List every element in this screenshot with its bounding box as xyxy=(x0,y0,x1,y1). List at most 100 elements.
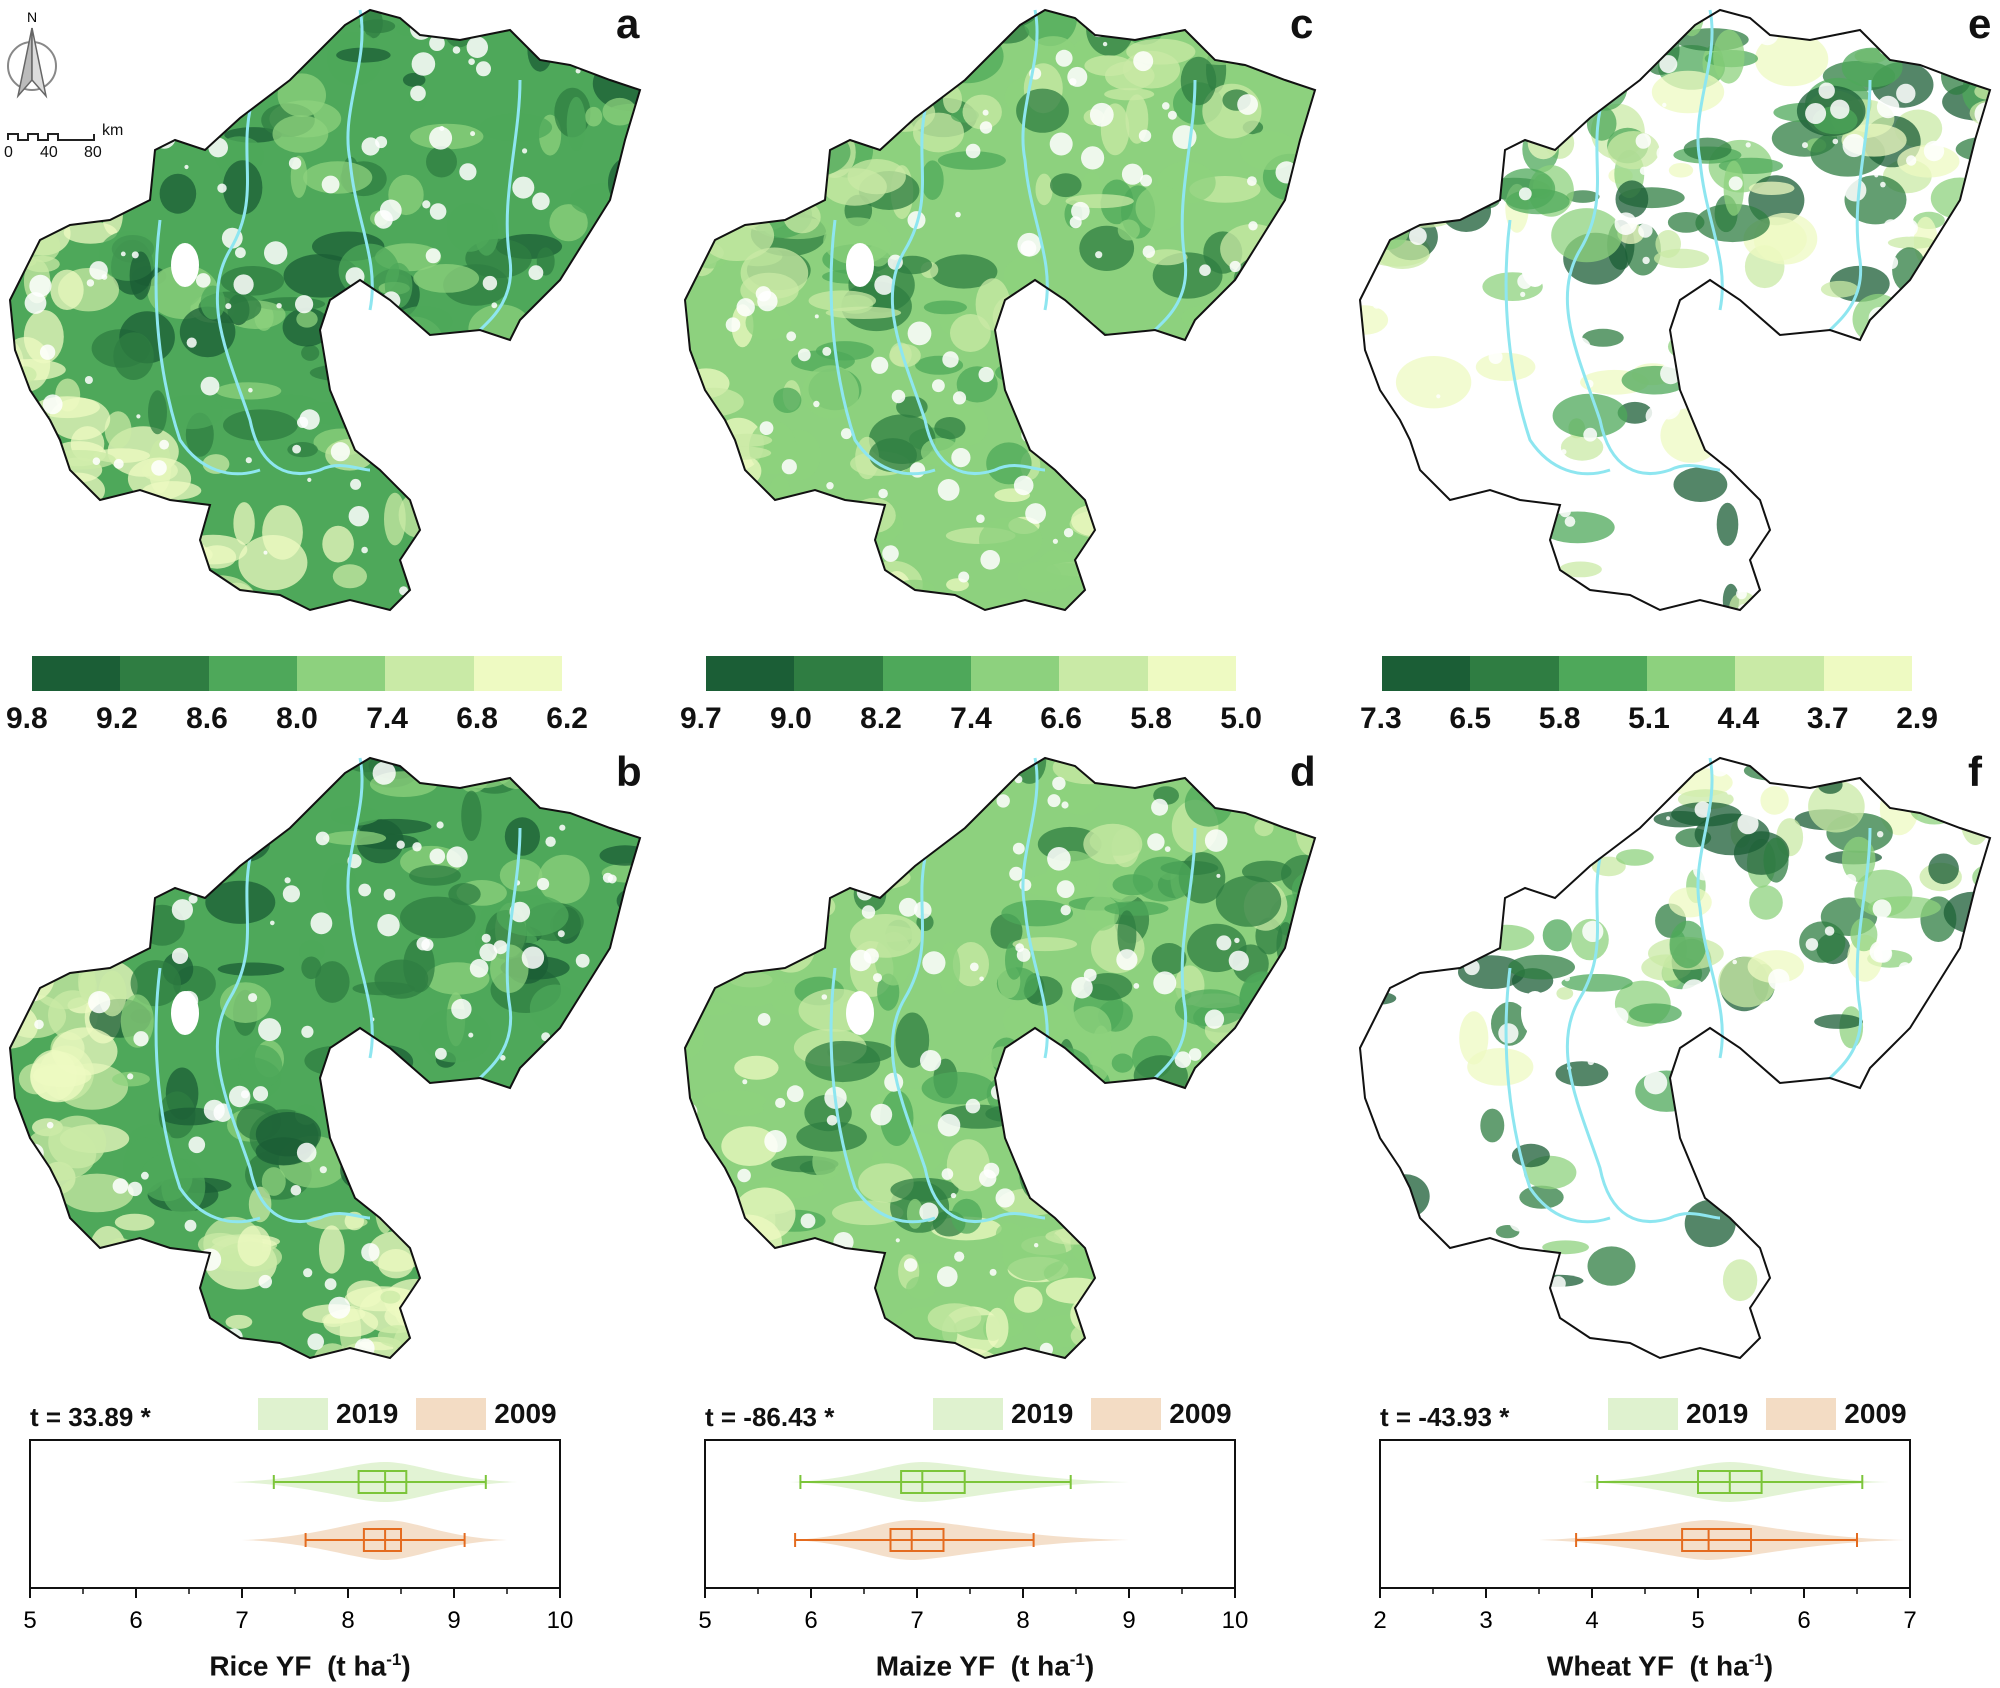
raster-patch xyxy=(585,511,609,552)
raster-patch xyxy=(1029,1058,1060,1098)
raster-gap xyxy=(1943,832,1951,840)
raster-gap xyxy=(1732,959,1737,965)
raster-patch xyxy=(1265,984,1315,1034)
raster-gap xyxy=(124,1273,135,1284)
raster-patch xyxy=(222,160,263,215)
raster-patch xyxy=(1360,1236,1404,1253)
raster-patch xyxy=(1407,881,1481,931)
raster-gap xyxy=(112,1178,129,1194)
raster-patch xyxy=(1295,493,1314,512)
map-rice-2009 xyxy=(8,756,642,1378)
raster-patch xyxy=(1195,607,1251,610)
raster-gap xyxy=(1360,44,1364,58)
raster-patch xyxy=(1780,494,1799,521)
raster-patch xyxy=(823,217,892,265)
raster-patch xyxy=(715,969,786,1007)
raster-gap xyxy=(813,400,820,408)
raster-patch xyxy=(378,1249,414,1279)
raster-gap xyxy=(955,211,961,218)
raster-gap xyxy=(764,584,776,596)
raster-patch xyxy=(64,145,114,175)
raster-gap xyxy=(1216,935,1232,951)
raster-gap xyxy=(833,516,844,527)
raster-gap xyxy=(1940,986,1954,1000)
raster-patch xyxy=(1932,762,1953,790)
raster-gap xyxy=(1477,987,1484,994)
raster-gap xyxy=(1459,457,1467,465)
raster-patch xyxy=(1927,10,1950,11)
raster-patch xyxy=(380,1290,401,1304)
raster-patch xyxy=(338,1358,411,1378)
colorbar-ticks-wheat: 7.3 6.5 5.8 5.1 4.4 3.7 2.9 xyxy=(1360,702,1938,736)
x-tick-label: 7 xyxy=(910,1607,923,1628)
river-line xyxy=(1153,827,1197,1080)
raster-patch xyxy=(610,347,630,371)
raster-gap xyxy=(1448,568,1459,579)
raster-gap xyxy=(179,625,183,629)
raster-patch xyxy=(1951,1020,1985,1061)
raster-patch xyxy=(706,1176,730,1193)
raster-patch xyxy=(604,517,640,537)
raster-patch xyxy=(10,1328,72,1356)
raster-patch xyxy=(1713,29,1745,84)
raster-gap xyxy=(1436,394,1441,399)
raster-gap xyxy=(1377,1211,1383,1217)
raster-patch xyxy=(407,361,435,408)
raster-patch xyxy=(46,81,66,138)
raster-gap xyxy=(1473,96,1481,104)
raster-patch xyxy=(426,146,457,178)
raster-gap xyxy=(560,0,573,10)
raster-gap xyxy=(1950,430,1959,439)
raster-gap xyxy=(942,351,959,368)
raster-gap xyxy=(766,205,775,214)
raster-gap xyxy=(695,159,713,177)
raster-patch xyxy=(685,48,754,78)
map-wheat-2009 xyxy=(1358,756,1992,1360)
raster-gap xyxy=(1508,1084,1522,1098)
raster-patch xyxy=(1360,175,1417,218)
raster-patch xyxy=(1282,1329,1315,1355)
raster-gap xyxy=(1509,1211,1529,1232)
raster-patch xyxy=(1399,863,1424,915)
raster-gap xyxy=(1033,302,1052,321)
raster-patch xyxy=(764,827,825,857)
raster-patch xyxy=(1085,1092,1105,1126)
raster-gap xyxy=(63,546,87,569)
raster-gap xyxy=(1147,833,1165,851)
raster-patch xyxy=(1208,758,1239,766)
raster-gap xyxy=(10,1284,14,1300)
raster-gap xyxy=(1923,140,1945,162)
raster-gap xyxy=(1137,1277,1143,1283)
raster-patch xyxy=(129,251,152,300)
raster-patch xyxy=(62,890,82,942)
scale-tick-0: 0 xyxy=(4,144,13,161)
raster-patch xyxy=(1208,758,1229,797)
raster-patch xyxy=(1852,758,1881,780)
legend-label-2009: 2009 xyxy=(494,1398,557,1429)
raster-gap xyxy=(786,1085,804,1103)
legend-swatch-2009 xyxy=(416,1398,487,1430)
raster-patch xyxy=(1903,1059,1966,1113)
raster-patch xyxy=(10,951,55,1002)
x-axis-label-maize: Maize YF (t ha-1) xyxy=(875,1650,1095,1682)
raster-gap xyxy=(1415,433,1433,450)
raster-gap xyxy=(479,943,498,962)
raster-gap xyxy=(457,459,471,473)
raster-gap xyxy=(321,175,340,194)
raster-gap xyxy=(898,897,918,917)
raster-gap xyxy=(714,198,721,205)
raster-gap xyxy=(797,348,811,362)
raster-patch xyxy=(1683,137,1732,161)
raster-patch xyxy=(1215,875,1282,927)
raster-patch xyxy=(595,323,640,342)
raster-gap xyxy=(1394,1256,1404,1265)
raster-patch xyxy=(968,1366,1006,1378)
raster-patch xyxy=(1291,971,1315,1019)
raster-gap xyxy=(861,905,876,919)
raster-patch xyxy=(985,1307,1009,1349)
raster-patch xyxy=(1389,767,1456,806)
raster-patch xyxy=(1085,430,1149,460)
raster-patch xyxy=(455,471,527,486)
raster-patch xyxy=(1045,1277,1107,1304)
